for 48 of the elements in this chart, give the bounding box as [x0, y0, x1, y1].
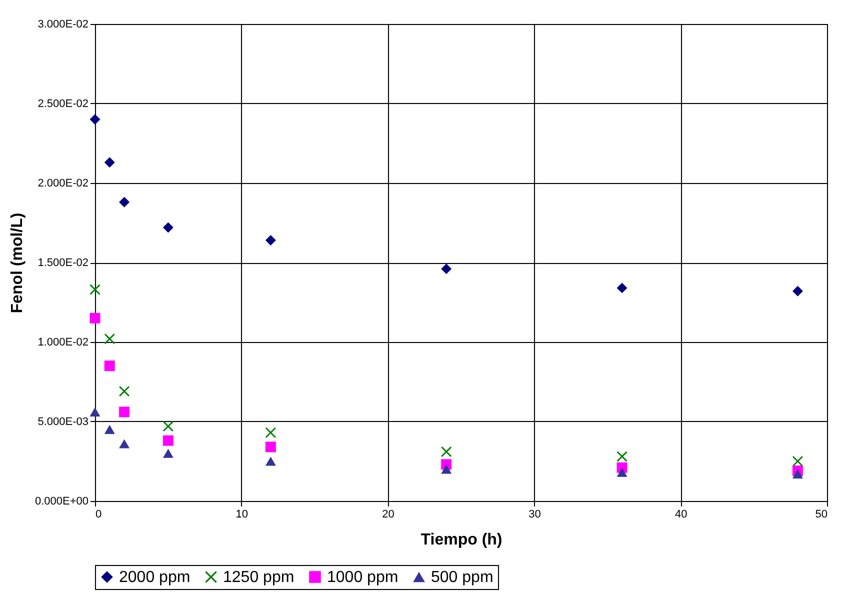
point: [119, 386, 130, 397]
point: [90, 407, 100, 416]
point: [90, 284, 100, 295]
y-axis-title: Fenol (mol/L): [8, 212, 26, 314]
point: [616, 468, 628, 477]
point: [792, 456, 803, 466]
point: [119, 196, 130, 208]
point: [162, 421, 174, 432]
point: [162, 222, 174, 233]
legend-label: 2000 ppm: [119, 569, 190, 586]
point: [162, 435, 174, 446]
x-tick-label: 30: [528, 508, 541, 520]
y-tick-label: 1.000E-02: [38, 336, 88, 348]
point: [90, 312, 100, 324]
x-tick-label: 20: [382, 508, 394, 520]
x-tick-label: 0: [96, 508, 102, 520]
point: [265, 427, 276, 438]
point: [90, 114, 100, 125]
legend-label: 1250 ppm: [223, 569, 294, 586]
x-axis-title: Tiempo (h): [420, 532, 502, 548]
y-tick-label: 2.000E-02: [38, 178, 88, 190]
point: [119, 439, 130, 448]
point: [441, 464, 452, 474]
y-tick-label: 1.500E-02: [38, 257, 88, 269]
point: [104, 157, 115, 168]
x-tick-label: 10: [236, 508, 248, 520]
point: [441, 446, 452, 457]
x-tick-label: 50: [815, 508, 828, 520]
point: [616, 451, 628, 462]
legend-label: 1000 ppm: [327, 569, 398, 586]
point: [792, 286, 803, 296]
y-tick-label: 0.000E+00: [34, 496, 88, 508]
point: [104, 424, 115, 434]
point: [792, 469, 803, 479]
point: [104, 360, 115, 372]
y-tick-label: 5.000E-03: [38, 416, 88, 428]
point: [162, 448, 174, 458]
legend-label: 500 ppm: [431, 569, 494, 586]
point: [441, 264, 452, 274]
point: [265, 456, 276, 466]
x-tick-label: 40: [674, 508, 688, 520]
point: [119, 406, 130, 418]
point: [616, 282, 628, 294]
y-tick-label: 2.500E-02: [38, 98, 88, 110]
y-tick-label: 3.000E-02: [38, 18, 88, 30]
point: [265, 442, 276, 452]
point: [265, 234, 276, 246]
point: [104, 334, 115, 344]
